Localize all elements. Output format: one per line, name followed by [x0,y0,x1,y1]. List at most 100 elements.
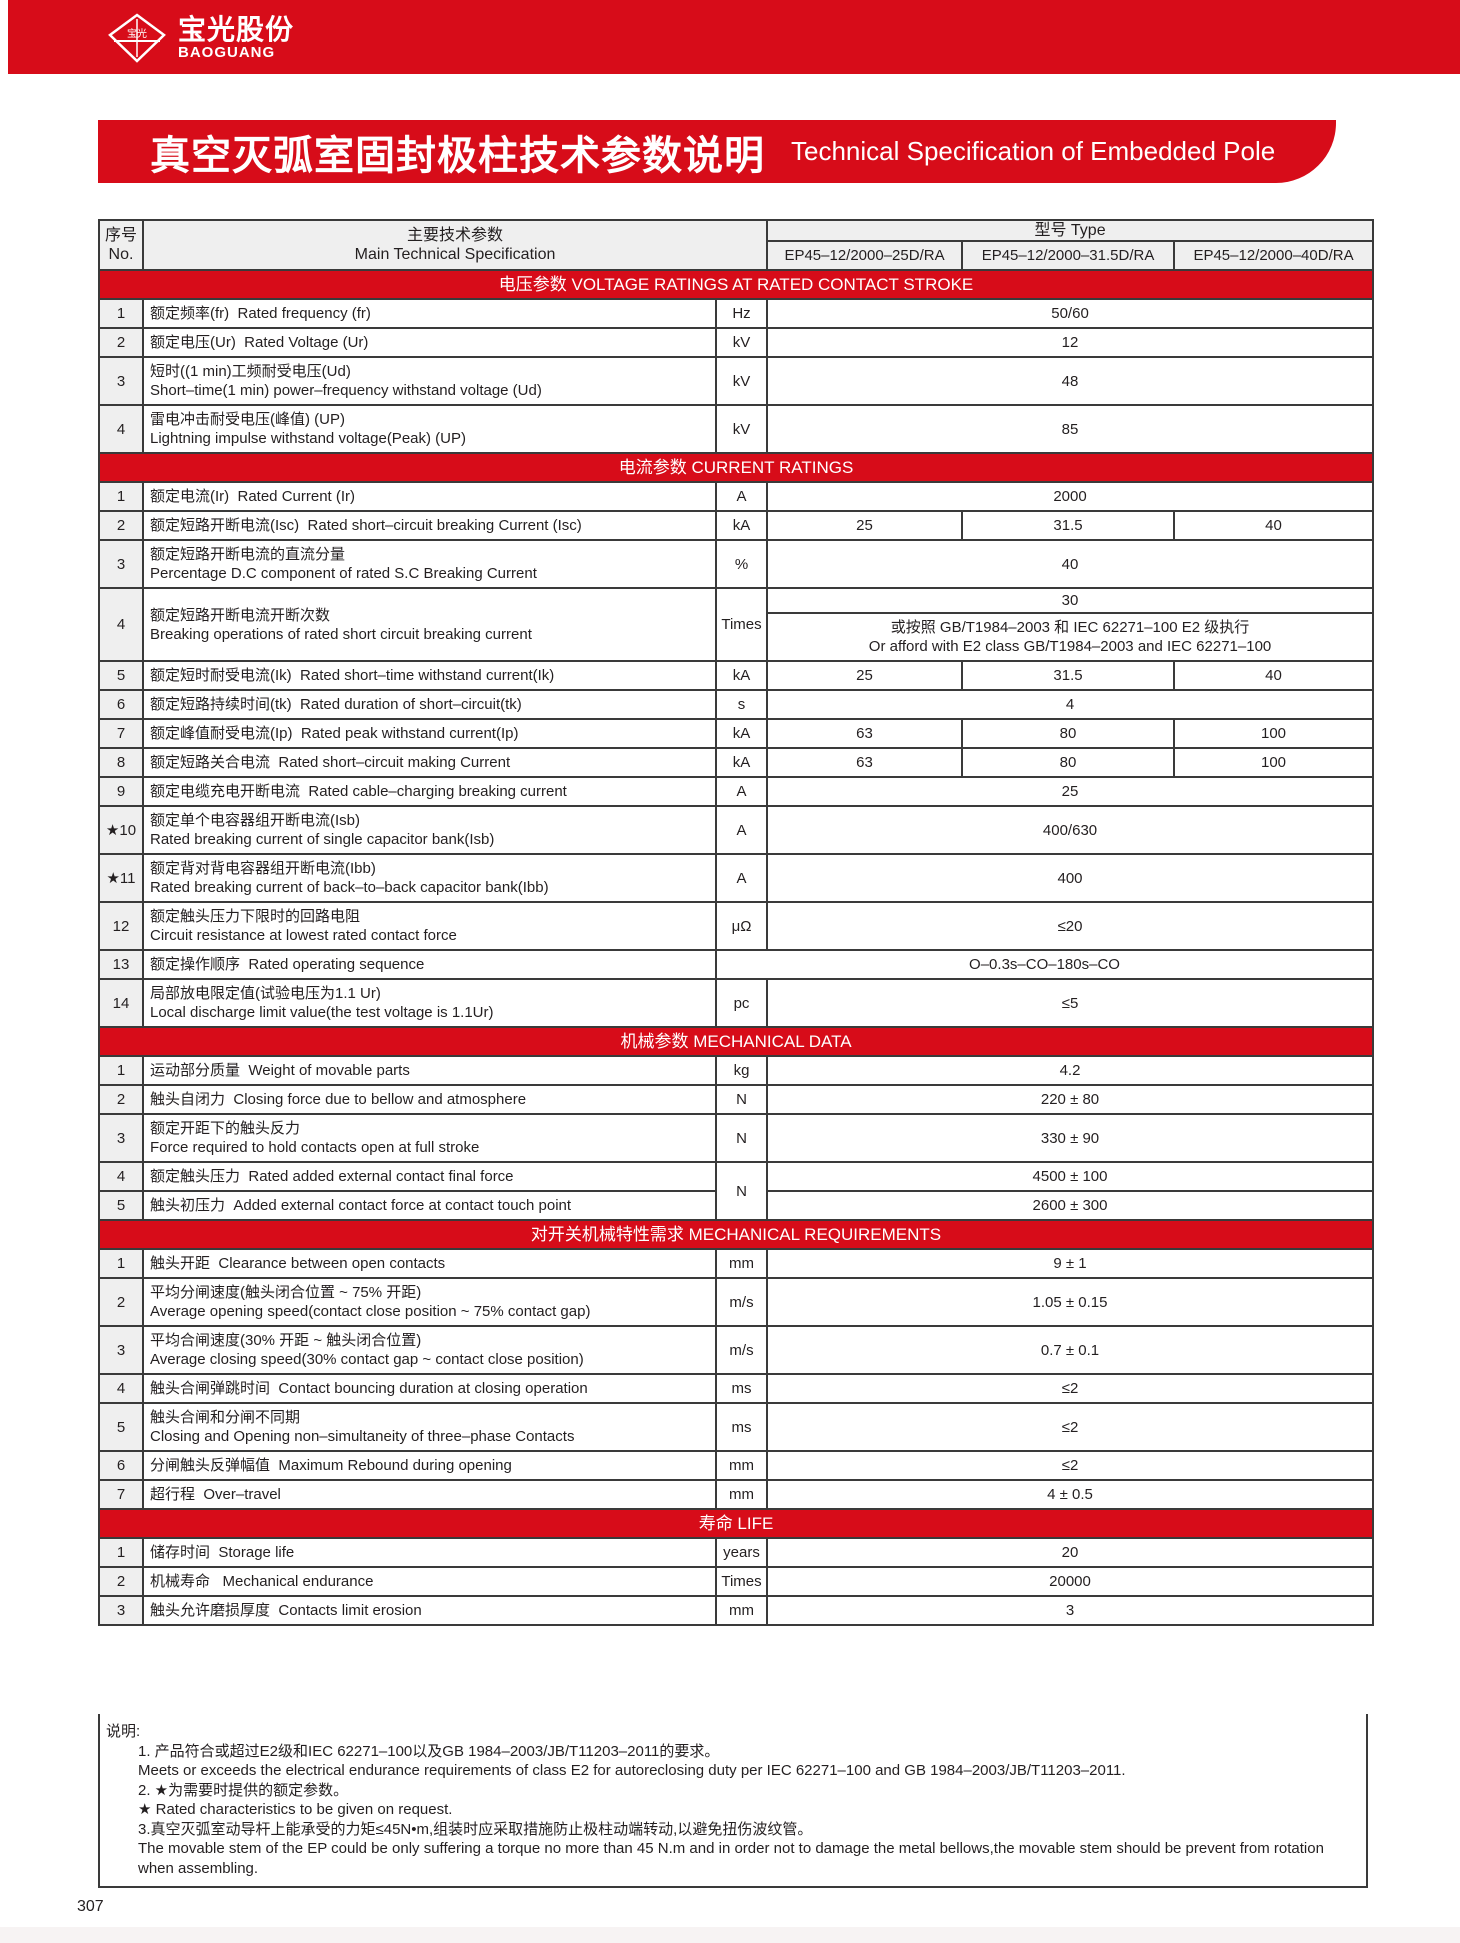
svg-text:宝光: 宝光 [127,27,147,40]
row-number: 3 [98,1113,144,1163]
row-number: 5 [98,1190,144,1221]
row-number: 1 [98,298,144,329]
spec-en: Maximum Rebound during opening [278,1457,512,1474]
row-unit: μΩ [714,901,769,951]
notes: 说明: 1. 产品符合或超过E2级和IEC 62271–100以及GB 1984… [98,1714,1368,1888]
row-value: 4 [766,689,1375,720]
row-number: 8 [98,747,144,778]
brand-name-en: BAOGUANG [178,44,276,61]
row-number: 5 [98,1402,144,1452]
notes-label: 说明: [106,1723,141,1740]
logo-emblem-icon: 宝光 [108,13,166,63]
row-unit: years [714,1537,769,1568]
section-header: 电流参数 CURRENT RATINGS [97,452,1375,483]
row-spec: 额定电压(Ur) Rated Voltage (Ur) [142,327,717,358]
row-number: 1 [98,481,144,512]
row-value: 12 [766,327,1375,358]
spec-zh: 额定短路开断电流(Isc) [150,517,300,534]
row-value: 4 ± 0.5 [766,1479,1375,1510]
spec-en: Rated breaking current of back–to–back c… [150,879,549,896]
spec-zh: 超行程 [150,1486,196,1503]
row-spec: 触头初压力 Added external contact force at co… [142,1190,717,1221]
table-header-models-row: EP45–12/2000–25D/RA EP45–12/2000–31.5D/R… [99,240,1375,271]
spec-en: Average closing speed(30% contact gap ~ … [150,1351,584,1368]
row-unit: N [714,1161,769,1221]
row-number: 3 [98,539,144,589]
row-value-note: 或按照 GB/T1984–2003 和 IEC 62271–100 E2 级执行… [766,612,1375,662]
row-value: 63 [766,747,964,778]
table-row: 7 超行程 Over–travel mm 4 ± 0.5 [98,1479,1375,1510]
table-row: 1 额定电流(Ir) Rated Current (Ir) A 2000 [98,481,1375,512]
header-type: 型号 Type [766,219,1375,242]
baoguang-logo: 宝光 宝光股份 BAOGUANG [104,13,294,63]
row-unit: kA [714,718,769,749]
row-unit: N [714,1113,769,1163]
row-value: 220 ± 80 [766,1084,1375,1115]
row-value: 9 ± 1 [766,1248,1375,1279]
table-row: 3 平均合闸速度(30% 开距 ~ 触头闭合位置) Average closing … [98,1325,1375,1375]
table-row: 5 额定短时耐受电流(Ik) Rated short–time withstand… [98,660,1375,691]
row-value: ≤2 [766,1373,1375,1404]
row-number: 3 [98,356,144,406]
row-spec: 超行程 Over–travel [142,1479,717,1510]
title-banner: 真空灭弧室固封极柱技术参数说明 Technical Specification … [98,120,1336,183]
row-spec: 额定短路开断电流的直流分量 Percentage D.C component of… [142,539,717,589]
row-unit: kV [714,356,769,406]
spec-zh: 额定开距下的触头反力 [150,1120,301,1137]
table-row: 14 局部放电限定值(试验电压为1.1 Ur) Local discharge li… [98,978,1375,1028]
spec-en: Short–time(1 min) power–frequency withst… [150,382,542,399]
row-value: 0.7 ± 0.1 [766,1325,1375,1375]
row-spec: 额定触头压力下限时的回路电阻 Circuit resistance at lowe… [142,901,717,951]
row-spec: 触头合闸和分闸不同期 Closing and Opening non–simult… [142,1402,717,1452]
row-number: 4 [98,1373,144,1404]
spec-en: Closing and Opening non–simultaneity of … [150,1428,575,1445]
table-row: 2 机械寿命 Mechanical endurance Times 20000 [98,1566,1375,1597]
table-row: 1 运动部分质量 Weight of movable parts kg 4.2 [98,1055,1375,1086]
row-value: ≤5 [766,978,1375,1028]
row-number: 5 [98,660,144,691]
section-title: 对开关机械特性需求 MECHANICAL REQUIREMENTS [97,1219,1375,1250]
spec-en: Force required to hold contacts open at … [150,1139,480,1156]
row-unit: kV [714,327,769,358]
section-header: 寿命 LIFE [97,1508,1375,1539]
table-row: 6 额定短路持续时间(tk) Rated duration of short–ci… [98,689,1375,720]
table-row: ★11 额定背对背电容器组开断电流(Ibb) Rated breaking curr… [98,853,1375,903]
row-value: 40 [766,539,1375,589]
row-value: 30 [766,587,1375,614]
row-spec: 短时((1 min)工频耐受电压(Ud) Short–time(1 min) po… [142,356,717,406]
row-number: 12 [98,901,144,951]
spec-zh: 额定单个电容器组开断电流(Isb) [150,812,361,829]
row-unit: Hz [714,298,769,329]
spec-en: Rated short–circuit breaking Current (Is… [307,517,582,534]
spec-zh: 运动部分质量 [150,1062,241,1079]
row-value: ≤2 [766,1450,1375,1481]
spec-en: Rated short–time withstand current(Ik) [300,667,555,684]
spec-en: Average opening speed(contact close posi… [150,1303,591,1320]
table-row: 3 短时((1 min)工频耐受电压(Ud) Short–time(1 min) p… [98,356,1375,406]
top-brand-band [8,0,1460,74]
row-number: 4 [98,1161,144,1192]
row-spec: 额定开距下的触头反力 Force required to hold contact… [142,1113,717,1163]
row-spec: 触头开距 Clearance between open contacts [142,1248,717,1279]
table-row: 9 额定电缆充电开断电流 Rated cable–charging breakin… [98,776,1375,807]
row-value: 63 [766,718,964,749]
row-unit: kg [714,1055,769,1086]
row-unit: A [714,853,769,903]
table-row: 2 额定短路开断电流(Isc) Rated short–circuit break… [98,510,1375,541]
spec-zh: 触头开距 [150,1255,211,1272]
spec-en: Rated operating sequence [248,956,425,973]
spec-zh: 额定电压(Ur) [150,334,236,351]
row-unit: s [714,689,769,720]
row-value: 400/630 [766,805,1375,855]
row-unit: mm [714,1248,769,1279]
row-spec: 额定短路开断电流(Isc) Rated short–circuit breaki… [142,510,717,541]
spec-en: Added external contact force at contact … [233,1197,572,1214]
row-number: 7 [98,718,144,749]
row-value: 100 [1173,718,1375,749]
row-number: 4 [98,404,144,454]
row-number: 2 [98,327,144,358]
spec-en: Rated added external contact final force [248,1168,514,1185]
table-row: 5 触头合闸和分闸不同期 Closing and Opening non–simul… [98,1402,1375,1452]
row-value: 1.05 ± 0.15 [766,1277,1375,1327]
table-row: 6 分闸触头反弹幅值 Maximum Rebound during opening… [98,1450,1375,1481]
